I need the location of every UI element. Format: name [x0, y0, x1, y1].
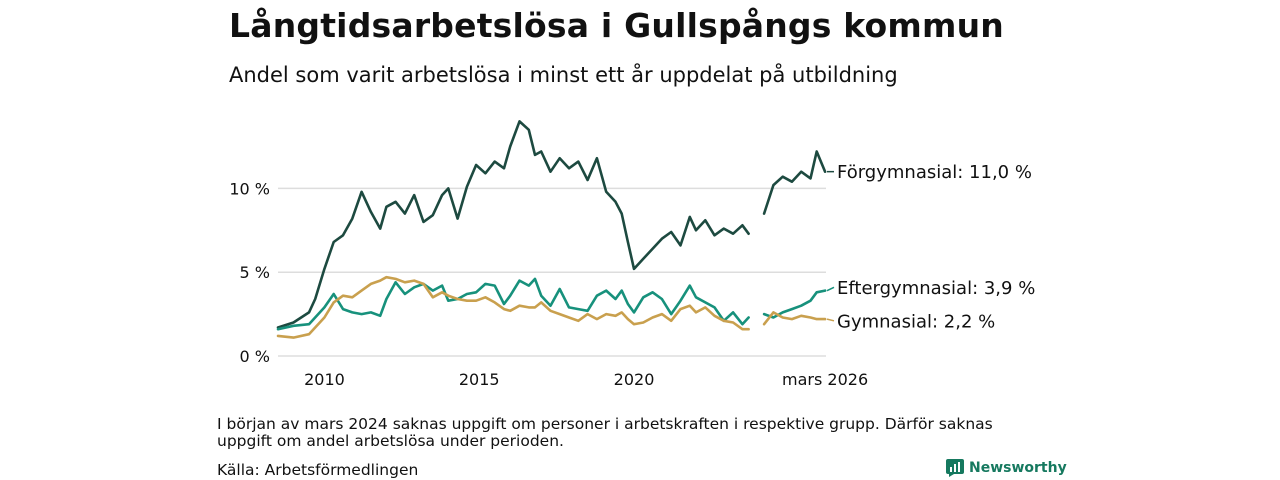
x-tick-label-3: mars 2026 — [782, 370, 868, 389]
newsworthy-logo: Newsworthy — [946, 459, 1067, 477]
line-chart: 0 % 5 % 10 % 2010 2015 2020 mars 2026 Förgymnas… — [229, 120, 1035, 389]
y-tick-label-0: 0 % — [240, 347, 270, 366]
x-tick-label-2: 2020 — [614, 370, 655, 389]
series-line-gymnasial-before-gap — [276, 275, 750, 339]
x-tick-label-0: 2010 — [304, 370, 345, 389]
y-tick-label-10: 10 % — [229, 179, 270, 198]
series-line-förgymnasial-after-gap — [762, 150, 827, 215]
end-label-gymnasial: Gymnasial: 2,2 % — [837, 311, 995, 332]
chart-subtitle: Andel som varit arbetslösa i minst ett å… — [229, 63, 898, 87]
series-line-gymnasial-after-gap — [762, 311, 827, 326]
series-line-eftergymnasial-after-gap — [762, 289, 827, 319]
end-label-connector-gymnasial — [826, 318, 835, 322]
x-tick-label-1: 2015 — [459, 370, 500, 389]
newsworthy-logo-text: Newsworthy — [969, 460, 1067, 476]
end-label-connector-eftergymnasial — [826, 286, 835, 292]
end-label-förgymnasial: Förgymnasial: 11,0 % — [837, 162, 1032, 183]
y-tick-label-5: 5 % — [240, 263, 270, 282]
end-label-eftergymnasial: Eftergymnasial: 3,9 % — [837, 278, 1035, 299]
chart-title: Långtidsarbetslösa i Gullspångs kommun — [229, 6, 1004, 45]
newsworthy-logo-icon — [946, 459, 964, 477]
footnote: I början av mars 2024 saknas uppgift om … — [217, 415, 993, 450]
series-line-förgymnasial-before-gap — [276, 120, 750, 329]
series-line-eftergymnasial-before-gap — [276, 277, 750, 331]
source-text: Källa: Arbetsförmedlingen — [217, 461, 419, 479]
